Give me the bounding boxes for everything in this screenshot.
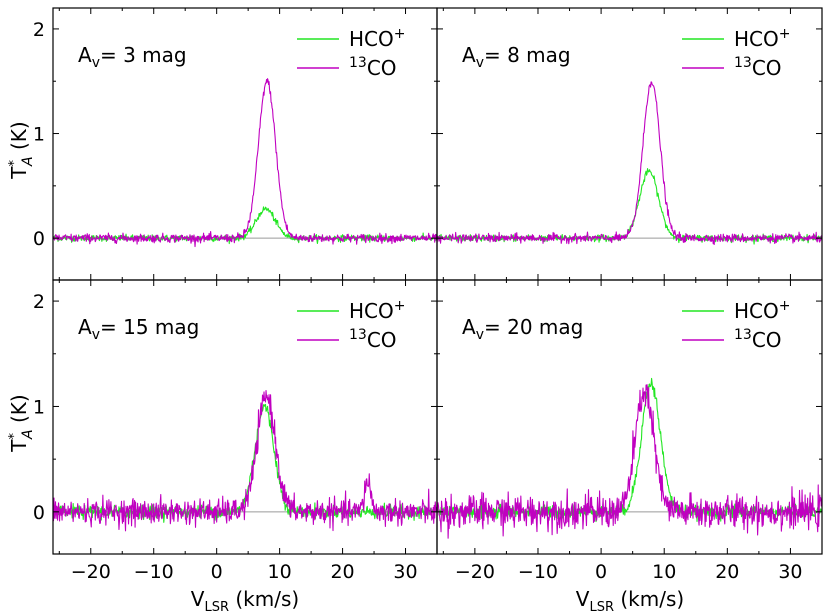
series-co13-line	[437, 384, 822, 539]
y-label-unit: (K)	[7, 394, 31, 429]
x-tick-label: 0	[211, 561, 223, 583]
panel-frame	[436, 279, 823, 555]
legend-label-hco: HCO+	[349, 26, 405, 51]
y-tick-label: 1	[33, 396, 45, 418]
series-hco-line	[53, 206, 437, 245]
x-tick-label: −10	[518, 561, 558, 583]
x-axis-label-left: VLSR (km/s)	[191, 587, 299, 615]
x-tick-label: −20	[455, 561, 495, 583]
x-label-unit: (km/s)	[229, 587, 299, 611]
y-label-sup: *	[7, 432, 22, 439]
y-label-sup: *	[7, 159, 22, 166]
panel-1: 0 1 2 Av= 3 mag HCO+ 13CO	[33, 7, 438, 281]
y-tick-label: 2	[33, 291, 45, 313]
legend-label-13co: 13CO	[349, 327, 397, 352]
y-label-unit: (K)	[7, 121, 31, 156]
x-tick-label: 30	[778, 561, 802, 583]
annotation-value: = 3 mag	[100, 43, 187, 67]
legend-label-hco: HCO+	[349, 298, 405, 323]
extinction-annotation: Av= 15 mag	[78, 315, 199, 343]
x-tick-label: 20	[715, 561, 739, 583]
x-tick-label: 30	[393, 561, 417, 583]
x-label-sub: LSR	[589, 600, 614, 615]
legend: HCO+ 13CO	[682, 298, 790, 352]
legend-label-hco: HCO+	[734, 26, 790, 51]
annotation-sub: v	[476, 55, 484, 71]
y-tick-label: 0	[33, 502, 45, 524]
series-hco-line	[437, 168, 822, 245]
series-hco-line	[437, 377, 822, 523]
x-axis-label-right: VLSR (km/s)	[576, 587, 684, 615]
panel-3: −20 −10 0 10 20 30 0 1 2 Av= 15 mag HCO+ 13CO	[33, 279, 438, 583]
y-label-main: T	[7, 166, 31, 180]
panel-2: Av= 8 mag HCO+ 13CO	[436, 7, 823, 281]
legend: HCO+ 13CO	[297, 26, 405, 80]
x-label-main: V	[576, 587, 590, 611]
annotation-prefix: A	[462, 315, 476, 339]
annotation-value: = 8 mag	[484, 43, 571, 67]
y-tick-label: 2	[33, 19, 45, 41]
x-tick-label: 0	[595, 561, 607, 583]
series-co13-line	[437, 81, 822, 245]
y-label-main: T	[7, 439, 31, 453]
y-label-sub: A	[20, 156, 36, 167]
annotation-sub: v	[92, 55, 100, 71]
x-label-unit: (km/s)	[614, 587, 684, 611]
annotation-sub: v	[92, 327, 100, 343]
series-co13-line	[53, 389, 437, 532]
x-tick-label: −10	[134, 561, 174, 583]
x-tick-label: 10	[268, 561, 292, 583]
annotation-sub: v	[476, 327, 484, 343]
extinction-annotation: Av= 3 mag	[78, 43, 187, 71]
extinction-annotation: Av= 8 mag	[462, 43, 571, 71]
legend-label-13co: 13CO	[349, 55, 397, 80]
legend: HCO+ 13CO	[297, 298, 405, 352]
y-axis-label-bottom: T*A (K)	[7, 394, 36, 452]
annotation-value: = 15 mag	[100, 315, 199, 339]
extinction-annotation: Av= 20 mag	[462, 315, 583, 343]
legend: HCO+ 13CO	[682, 26, 790, 80]
panel-4: −20 −10 0 10 20 30 Av= 20 mag HCO+ 13CO	[436, 279, 823, 583]
annotation-prefix: A	[462, 43, 476, 67]
annotation-prefix: A	[78, 43, 92, 67]
y-tick-label: 1	[33, 124, 45, 146]
y-tick-label: 0	[33, 228, 45, 250]
x-tick-label: 10	[652, 561, 676, 583]
y-label-sub: A	[20, 429, 36, 440]
series-co13-line	[53, 78, 437, 248]
x-label-sub: LSR	[204, 600, 229, 615]
y-axis-label-top: T*A (K)	[7, 121, 36, 179]
x-tick-label: 20	[330, 561, 354, 583]
legend-label-hco: HCO+	[734, 298, 790, 323]
x-tick-label: −20	[71, 561, 111, 583]
annotation-prefix: A	[78, 315, 92, 339]
x-label-main: V	[191, 587, 205, 611]
legend-label-13co: 13CO	[734, 327, 782, 352]
legend-label-13co: 13CO	[734, 55, 782, 80]
annotation-value: = 20 mag	[484, 315, 583, 339]
